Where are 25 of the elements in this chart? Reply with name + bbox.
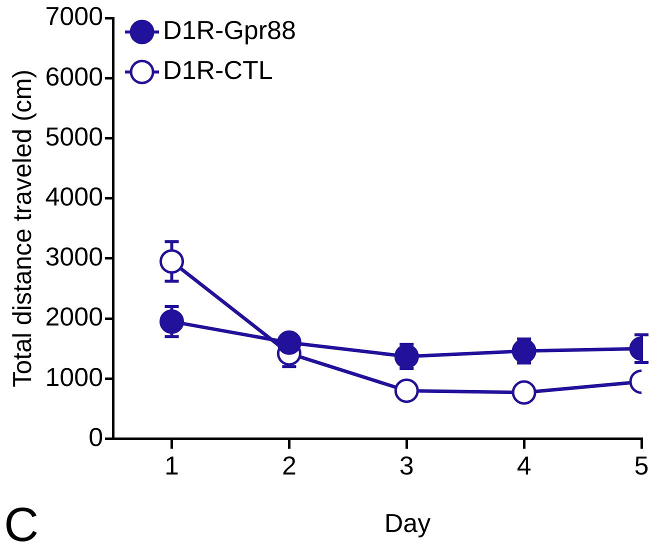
x-tick-label: 5 — [634, 450, 649, 481]
x-tick-label: 3 — [399, 450, 414, 481]
x-axis-title: Day — [384, 508, 431, 538]
point — [512, 338, 536, 364]
y-tick-label: 6000 — [45, 61, 104, 92]
text: C — [4, 498, 39, 546]
point — [160, 309, 184, 334]
point — [394, 378, 419, 403]
legend-label: D1R-CTL — [163, 55, 273, 86]
point — [394, 344, 419, 369]
y-tick-label: 5000 — [45, 121, 104, 152]
y-tick-label: 1000 — [45, 362, 104, 392]
y-tick-label: 2000 — [45, 302, 104, 332]
point — [276, 330, 302, 355]
x-tick-label: 1 — [164, 450, 179, 481]
y-tick-label: 0 — [88, 422, 104, 452]
x-tick-label: 4 — [516, 450, 532, 481]
y-tick-label: 3000 — [45, 242, 104, 272]
point — [160, 249, 184, 274]
y-tick-label: 4000 — [45, 182, 104, 212]
y-tick-label: 7000 — [45, 1, 104, 32]
y-axis-title: Total distance traveled (cm) — [6, 69, 37, 388]
legend-label: D1R-Gpr88 — [163, 15, 296, 46]
point — [512, 380, 536, 405]
x-tick-label: 2 — [282, 450, 296, 481]
